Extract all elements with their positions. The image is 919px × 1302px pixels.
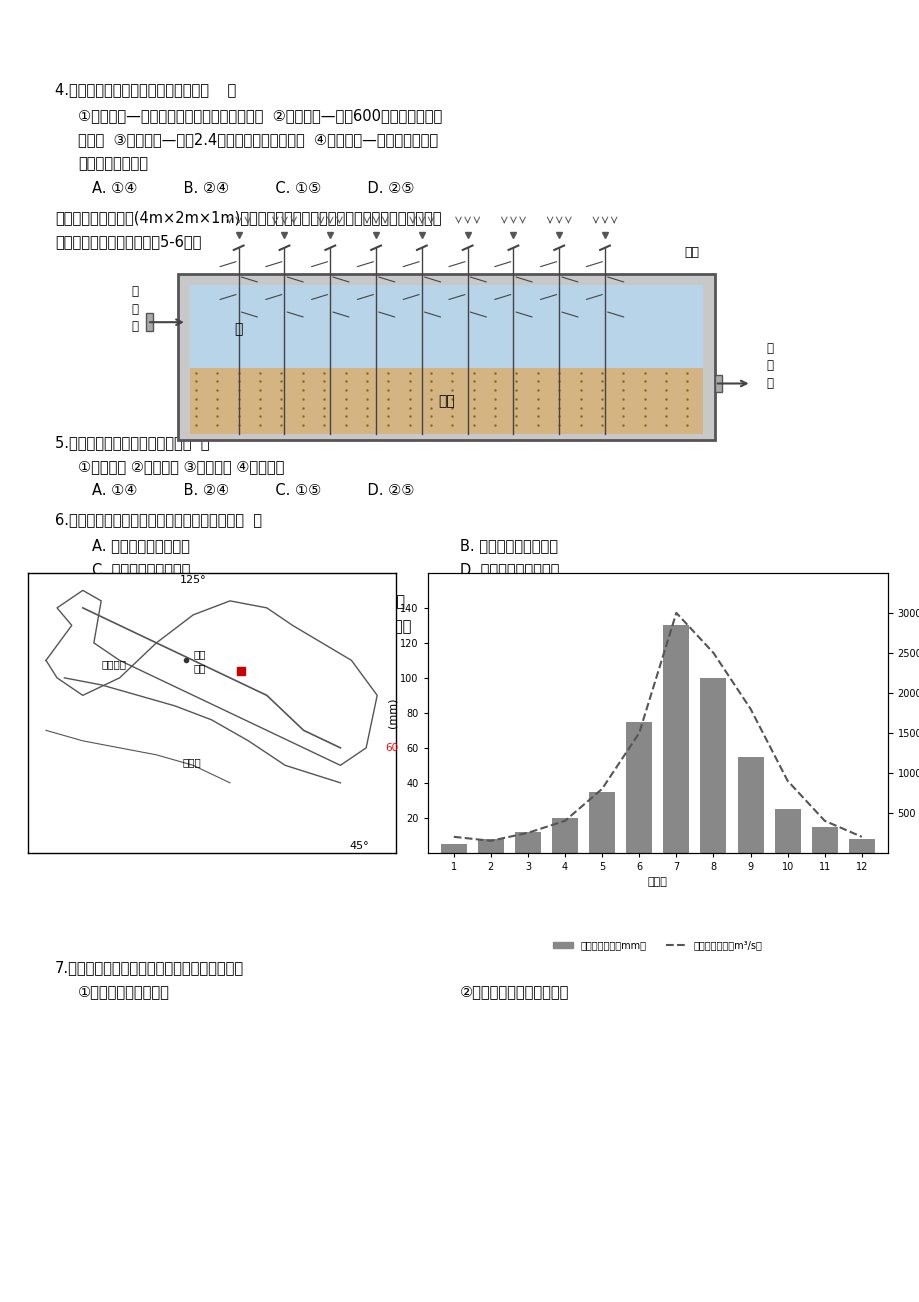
Text: 荒漠化的首要因素: 荒漠化的首要因素 [78,156,148,171]
Text: 7.下列关于扎龙湿地形成条件的叙述，正确的是: 7.下列关于扎龙湿地形成条件的叙述，正确的是 [55,960,244,975]
Bar [626,721,652,853]
Bar [699,678,726,853]
Text: A. ①④          B. ②④          C. ①⑤          D. ②⑤: A. ①④ B. ②④ C. ①⑤ D. ②⑤ [92,483,414,497]
Text: 扎龙: 扎龙 [193,648,206,659]
Bar [146,314,153,331]
Text: C. 出水口的含沙量增加: C. 出水口的含沙量增加 [92,562,190,577]
Text: 5.该设计主要模拟的湿地功能有（  ）: 5.该设计主要模拟的湿地功能有（ ） [55,435,210,450]
Bar [515,832,540,853]
Bar [848,838,874,853]
Bar [811,827,837,853]
Text: B. 出水口流速明显减慢: B. 出水口流速明显减慢 [460,538,558,553]
Text: 水: 水 [234,322,243,336]
Text: 芦莒: 芦莒 [684,246,698,259]
Text: ②纬度高，气温低，蔻发弱: ②纬度高，气温低，蔻发弱 [460,984,569,999]
Text: （如下图所示）。读图回哇5-6题。: （如下图所示）。读图回哇5-6题。 [55,234,201,249]
Text: 管: 管 [766,378,773,391]
Bar [663,625,688,853]
Text: A. 出水口的排水量减少: A. 出水口的排水量减少 [92,538,189,553]
Text: 土壤: 土壤 [437,395,454,408]
Text: 6.若用无植物的相同模拟系统实验，则检测到（  ）: 6.若用无植物的相同模拟系统实验，则检测到（ ） [55,512,262,527]
Bar [551,818,577,853]
Text: 齐齐哈尔: 齐齐哈尔 [101,659,126,669]
Text: 到砍伐  ③过度放牧—大约2.4亿公顿的草场遭到破坏  ④过度开垃—耕地面积扩大是: 到砍伐 ③过度放牧—大约2.4亿公顿的草场遭到破坏 ④过度开垃—耕地面积扩大是 [78,132,437,147]
Text: 水: 水 [766,359,773,372]
Bar [588,792,615,853]
Y-axis label: (mm): (mm) [387,698,397,728]
Text: 出: 出 [766,342,773,355]
Text: 60: 60 [384,743,398,753]
Bar [714,375,721,392]
Legend: 月平均降水量（mm）, 月平均径流量（m³/s）: 月平均降水量（mm）, 月平均径流量（m³/s） [549,936,766,954]
Text: 扎龙国家级自然保护区位于乌裕尔河下游地区，区内湖泊星罗棋布，河道纵横，水质清澈、: 扎龙国家级自然保护区位于乌裕尔河下游地区，区内湖泊星罗棋布，河道纵横，水质清澈、 [55,594,404,609]
Text: 4.造成非洲荒漠化的主要人为原因有（    ）: 4.造成非洲荒漠化的主要人为原因有（ ） [55,82,236,98]
Bar [774,809,800,853]
Text: 水: 水 [131,302,138,315]
Text: D. 土壤有机质含量增加: D. 土壤有机质含量增加 [460,562,559,577]
Bar [477,838,504,853]
Text: 管: 管 [131,320,138,333]
Bar [189,368,702,434]
Text: 进: 进 [131,285,138,298]
Text: 125°: 125° [180,575,206,586]
Bar [189,285,702,368]
Text: ①人口增长—荒漠化面积与人口密度呼正相关  ②过度砍伐—大约600万公顿的森林遭: ①人口增长—荒漠化面积与人口密度呼正相关 ②过度砍伐—大约600万公顿的森林遭 [78,108,442,122]
Text: A. ①④          B. ②④          C. ①⑤          D. ②⑤: A. ①④ B. ②④ C. ①⑤ D. ②⑤ [92,181,414,197]
Text: ①地势低平，排水不畅: ①地势低平，排水不畅 [78,984,170,999]
Text: 湿地: 湿地 [193,663,206,673]
Bar [177,273,714,440]
Text: 哈尔滨: 哈尔滨 [182,758,200,767]
Text: 然保护区作为全省重要的保护对象。读下图，回哇7-8题。: 然保护区作为全省重要的保护对象。读下图，回哇7-8题。 [55,642,289,658]
Bar [440,844,466,853]
Text: 某研究机构利用水池(4m×2m×1m)、土壤、芦莒、水管等材料设计了一个人工湿地系统: 某研究机构利用水池(4m×2m×1m)、土壤、芦莒、水管等材料设计了一个人工湿地… [55,210,441,225]
Bar [737,756,763,853]
Text: 莒草肥美，沼泽湿地生态保持良好，被誉为鸟和水禽的“天然乐园”。黑龙江省政府将扎龙自: 莒草肥美，沼泽湿地生态保持良好，被誉为鸟和水禽的“天然乐园”。黑龙江省政府将扎龙… [55,618,411,633]
Text: 45°: 45° [348,841,369,852]
Text: ①防风固沙 ②净化水质 ③涵养水源 ④塑造地貌: ①防风固沙 ②净化水质 ③涵养水源 ④塑造地貌 [78,460,284,474]
X-axis label: （月）: （月） [647,878,667,888]
